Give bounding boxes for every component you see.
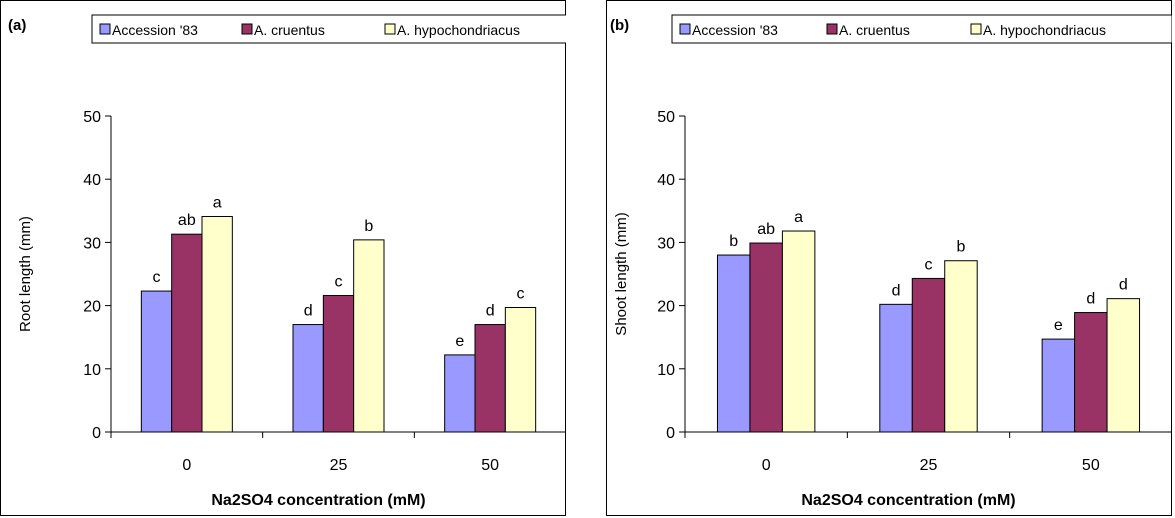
y-tick-label: 50 xyxy=(83,109,101,126)
significance-letter: c xyxy=(517,285,525,302)
legend-box xyxy=(671,14,1172,44)
y-tick-label: 30 xyxy=(83,235,101,252)
bar-b-s1-c2 xyxy=(1074,312,1108,433)
significance-letter: c xyxy=(335,273,343,290)
bar-a-s1-c1 xyxy=(322,294,355,433)
bar-a-s0-c1 xyxy=(292,324,324,433)
legend-swatch xyxy=(99,23,111,35)
y-tick-label: 40 xyxy=(83,172,101,189)
bar-b-s2-c1 xyxy=(944,260,978,433)
bar-b-s0-c2 xyxy=(1041,338,1076,433)
y-tick-label: 40 xyxy=(657,172,675,189)
chart-frame xyxy=(606,0,1172,516)
significance-letter: ab xyxy=(757,221,775,238)
bar-a-s0-c2 xyxy=(444,354,476,433)
bar-b-s1-c1 xyxy=(911,277,946,433)
y-tick-label: 50 xyxy=(657,109,675,126)
significance-letter: d xyxy=(1119,277,1128,294)
bar-a-s2-c0 xyxy=(201,215,233,433)
panel-label: (b) xyxy=(610,17,629,34)
y-tick-label: 30 xyxy=(657,235,675,252)
significance-letter: d xyxy=(486,303,495,320)
chart-a-svg: (a) Accession '83 A. cruentus A. hypochondr… xyxy=(0,0,566,516)
legend-swatch xyxy=(241,23,253,35)
legend-swatch xyxy=(384,23,396,35)
legend-label: A. cruentus xyxy=(254,22,325,38)
chart-frame xyxy=(0,0,566,516)
significance-letter: d xyxy=(892,282,901,299)
significance-letter: e xyxy=(455,333,464,350)
bar-a-s2-c2 xyxy=(504,306,537,433)
x-tick-label: 25 xyxy=(330,457,348,474)
bar-b-s2-c2 xyxy=(1106,298,1141,433)
chart-panel-b: (b) Accession '83 A. cruentus A. hypochondr… xyxy=(606,0,1172,516)
significance-letter: b xyxy=(364,218,373,235)
chart-b-svg: (b) Accession '83 A. cruentus A. hypochondr… xyxy=(606,0,1172,516)
x-axis-label: Na2SO4 concentration (mM) xyxy=(801,492,1015,509)
y-axis-label: Root length (mm) xyxy=(17,216,34,332)
bar-a-s0-c0 xyxy=(140,290,173,433)
legend: Accession '83 A. cruentus A. hypochondriac… xyxy=(91,14,566,44)
legend-swatch xyxy=(679,23,691,35)
panel-label: (a) xyxy=(8,17,26,34)
bar-a-s1-c2 xyxy=(474,324,506,433)
legend-label: A. cruentus xyxy=(839,22,910,38)
legend-label: Accession '83 xyxy=(692,22,778,38)
significance-letter: a xyxy=(794,209,803,226)
y-tick-label: 10 xyxy=(657,362,675,379)
bar-a-s2-c1 xyxy=(353,239,385,433)
legend-box xyxy=(91,14,566,44)
x-tick-label: 50 xyxy=(481,457,499,474)
bar-b-s0-c0 xyxy=(716,254,751,433)
significance-letter: d xyxy=(304,303,313,320)
bar-a-s1-c0 xyxy=(171,233,203,433)
legend-label: A. hypochondriacus xyxy=(397,22,520,38)
y-tick-label: 20 xyxy=(83,299,101,316)
legend: Accession '83 A. cruentus A. hypochondriac… xyxy=(671,14,1172,44)
significance-letter: c xyxy=(153,269,161,286)
y-tick-label: 0 xyxy=(666,425,675,442)
significance-letter: e xyxy=(1054,317,1063,334)
y-axis-label: Shoot length (mm) xyxy=(613,212,630,335)
x-tick-label: 0 xyxy=(182,457,191,474)
y-tick-label: 20 xyxy=(657,299,675,316)
x-axis-label: Na2SO4 concentration (mM) xyxy=(211,492,425,509)
x-tick-label: 25 xyxy=(920,457,938,474)
bar-b-s2-c0 xyxy=(781,230,816,433)
legend-label: Accession '83 xyxy=(112,22,198,38)
x-tick-label: 50 xyxy=(1082,457,1100,474)
significance-letter: a xyxy=(213,194,222,211)
x-tick-label: 0 xyxy=(762,457,771,474)
significance-letter: b xyxy=(729,233,738,250)
y-tick-label: 0 xyxy=(92,425,101,442)
legend-swatch xyxy=(970,23,982,35)
significance-letter: c xyxy=(925,256,933,273)
significance-letter: d xyxy=(1086,291,1095,308)
chart-panel-a: (a) Accession '83 A. cruentus A. hypochondr… xyxy=(0,0,566,516)
legend-label: A. hypochondriacus xyxy=(983,22,1106,38)
y-tick-label: 10 xyxy=(83,362,101,379)
legend-swatch xyxy=(826,23,838,35)
significance-letter: ab xyxy=(178,212,196,229)
bar-b-s0-c1 xyxy=(879,303,913,433)
bar-b-s1-c0 xyxy=(749,242,783,433)
significance-letter: b xyxy=(957,239,966,256)
